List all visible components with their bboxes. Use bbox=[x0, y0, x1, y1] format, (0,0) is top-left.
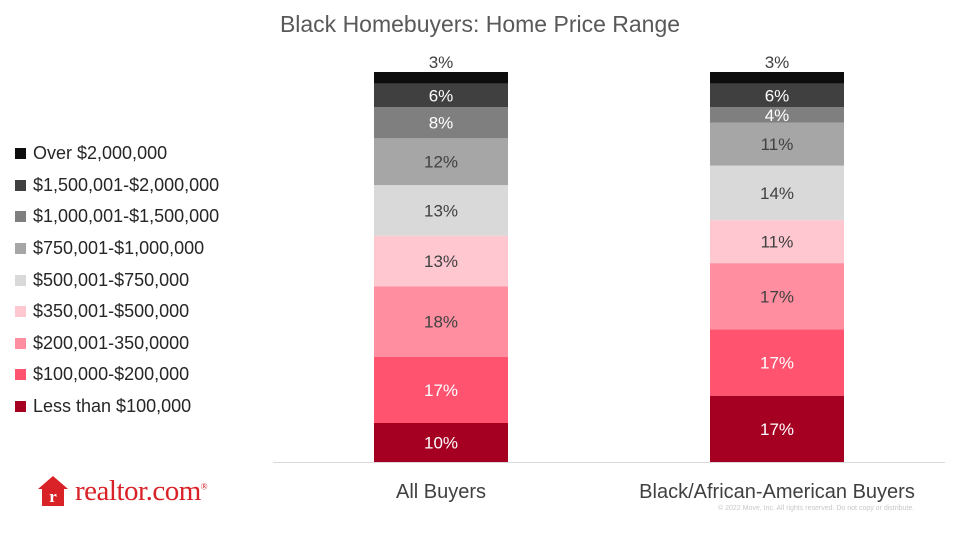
realtor-r-icon: r bbox=[38, 476, 68, 506]
data-label: 17% bbox=[424, 381, 458, 400]
bar-segment bbox=[374, 185, 508, 236]
copyright-notice: © 2022 Move, Inc. All rights reserved. D… bbox=[718, 505, 915, 512]
legend-swatch bbox=[15, 369, 26, 381]
logo-wordmark: realtor.com® bbox=[75, 474, 208, 507]
legend-label: $750,001-$1,000,000 bbox=[33, 238, 205, 259]
bar-segment bbox=[374, 356, 508, 423]
legend-label: $500,001-$750,000 bbox=[33, 269, 190, 290]
data-label: 18% bbox=[424, 313, 458, 332]
legend-swatch bbox=[15, 148, 26, 160]
legend-swatch bbox=[15, 243, 26, 255]
bar-segment bbox=[710, 72, 844, 84]
bar-segment bbox=[374, 235, 508, 287]
bar-segment bbox=[374, 138, 508, 186]
bar-segment bbox=[710, 83, 844, 108]
data-label: 14% bbox=[760, 184, 794, 203]
data-label: 13% bbox=[424, 201, 458, 220]
data-label: 12% bbox=[424, 153, 458, 172]
data-label: 3% bbox=[765, 53, 790, 72]
bar-segment bbox=[374, 72, 508, 84]
data-label: 17% bbox=[760, 354, 794, 373]
data-label: 17% bbox=[760, 420, 794, 439]
bar-segment bbox=[374, 83, 508, 108]
legend-label: Less than $100,000 bbox=[33, 396, 192, 417]
legend-swatch bbox=[15, 274, 26, 286]
data-label: 8% bbox=[429, 114, 454, 133]
legend-swatch bbox=[15, 179, 26, 191]
bar-segment bbox=[710, 263, 844, 330]
legend-label: $200,001-350,0000 bbox=[33, 332, 190, 353]
legend-item: $500,001-$750,000 bbox=[15, 264, 219, 296]
legend-label: $350,001-$500,000 bbox=[33, 301, 190, 322]
bar-segment bbox=[710, 220, 844, 264]
legend-label: $100,000-$200,000 bbox=[33, 364, 190, 385]
svg-text:r: r bbox=[49, 487, 57, 506]
bar-segment bbox=[710, 395, 844, 462]
legend-swatch bbox=[15, 211, 26, 223]
bar-segment bbox=[710, 329, 844, 396]
legend-swatch bbox=[15, 337, 26, 349]
bar-segment bbox=[374, 286, 508, 357]
data-label: 17% bbox=[760, 287, 794, 306]
data-label: 4% bbox=[765, 106, 790, 125]
data-label: 3% bbox=[429, 53, 454, 72]
bar-segment bbox=[710, 107, 844, 123]
bar-segment bbox=[374, 107, 508, 139]
legend-label: $1,500,001-$2,000,000 bbox=[33, 174, 220, 195]
bar-segment bbox=[374, 423, 508, 462]
legend-label: $1,000,001-$1,500,000 bbox=[33, 206, 220, 227]
legend-item: $350,001-$500,000 bbox=[15, 296, 219, 328]
data-label: 11% bbox=[761, 233, 794, 252]
legend-item: $1,000,001-$1,500,000 bbox=[15, 201, 219, 233]
data-label: 10% bbox=[424, 434, 458, 453]
x-tick-label: Black/African-American Buyers bbox=[639, 481, 915, 503]
legend-item: $1,500,001-$2,000,000 bbox=[15, 170, 219, 202]
legend-item: Less than $100,000 bbox=[15, 391, 219, 423]
bar-segment bbox=[710, 165, 844, 221]
legend-item: $200,001-350,0000 bbox=[15, 328, 219, 360]
realtor-logo: r realtor.com® bbox=[36, 474, 208, 508]
bar-segment bbox=[710, 122, 844, 166]
legend-item: Over $2,000,000 bbox=[15, 138, 219, 170]
data-label: 11% bbox=[761, 135, 794, 154]
data-label: 6% bbox=[429, 86, 454, 105]
chart-title: Black Homebuyers: Home Price Range bbox=[279, 11, 681, 37]
data-label: 13% bbox=[424, 252, 458, 271]
chart-legend: Over $2,000,000 $1,500,001-$2,000,000 $1,0… bbox=[15, 138, 219, 422]
legend-item: $750,001-$1,000,000 bbox=[15, 233, 219, 265]
legend-swatch bbox=[15, 401, 26, 413]
x-tick-label: All Buyers bbox=[396, 481, 486, 503]
data-label: 6% bbox=[765, 86, 790, 105]
legend-swatch bbox=[15, 306, 26, 318]
legend-label: Over $2,000,000 bbox=[33, 143, 168, 164]
legend-item: $100,000-$200,000 bbox=[15, 359, 219, 391]
